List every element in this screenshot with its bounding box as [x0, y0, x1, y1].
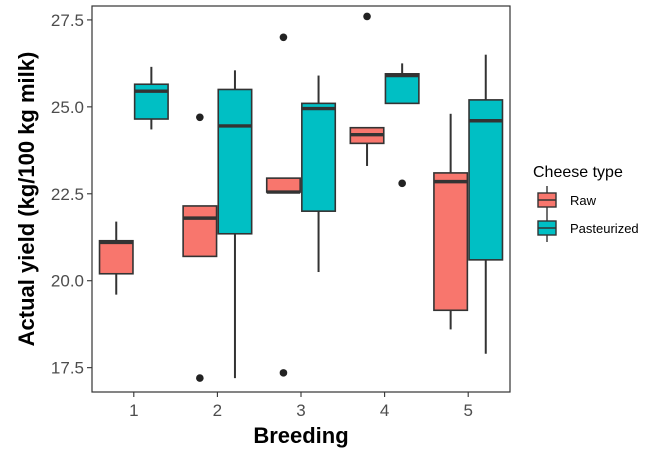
x-tick-label: 4	[380, 401, 389, 420]
box-body	[301, 102, 337, 212]
outlier-point	[363, 12, 371, 21]
y-tick-label: 20.0	[51, 272, 84, 291]
box-body	[384, 73, 420, 105]
box-raw-3	[265, 33, 301, 377]
box-body	[217, 88, 253, 235]
box-body	[468, 99, 504, 261]
y-axis: 17.5 20.0 22.5 25.0 27.5	[51, 11, 92, 378]
outlier-point	[398, 179, 406, 188]
x-axis-title: Breeding	[253, 423, 348, 448]
y-tick-label: 22.5	[51, 185, 84, 204]
outlier-point	[196, 374, 204, 382]
box-body	[433, 172, 469, 312]
box-raw-4	[349, 12, 385, 166]
box-marks	[98, 12, 504, 382]
box-raw-5	[433, 113, 469, 330]
legend-title: Cheese type	[533, 164, 623, 181]
box-body	[98, 239, 134, 275]
x-tick-label: 3	[296, 401, 305, 420]
outlier-point	[196, 113, 204, 122]
legend: Cheese type Raw Pasteurized	[533, 164, 639, 242]
box-pasteurized-4	[384, 63, 420, 188]
x-tick-label: 1	[129, 401, 138, 420]
outlier-point	[279, 33, 288, 42]
box-body	[133, 83, 169, 120]
x-tick-label: 5	[463, 401, 472, 420]
y-axis-title: Actual yield (kg/100 kg milk)	[14, 52, 39, 347]
x-tick-label: 2	[213, 401, 222, 420]
box-body	[265, 177, 301, 193]
legend-label: Raw	[570, 193, 597, 208]
box-raw-2	[182, 113, 218, 382]
box-body	[182, 205, 218, 258]
outlier-point	[279, 369, 288, 377]
y-tick-label: 25.0	[51, 98, 84, 117]
box-raw-1	[98, 221, 134, 295]
box-pasteurized-1	[133, 66, 169, 130]
legend-key-pasteurized	[537, 214, 557, 242]
box-pasteurized-3	[301, 75, 337, 273]
box-pasteurized-5	[468, 54, 504, 354]
legend-label: Pasteurized	[570, 221, 639, 236]
legend-key-raw	[537, 186, 557, 214]
y-tick-label: 17.5	[51, 359, 84, 378]
box-pasteurized-2	[217, 70, 253, 379]
y-tick-label: 27.5	[51, 11, 84, 30]
x-axis: 1 2 3 4 5	[129, 392, 473, 420]
